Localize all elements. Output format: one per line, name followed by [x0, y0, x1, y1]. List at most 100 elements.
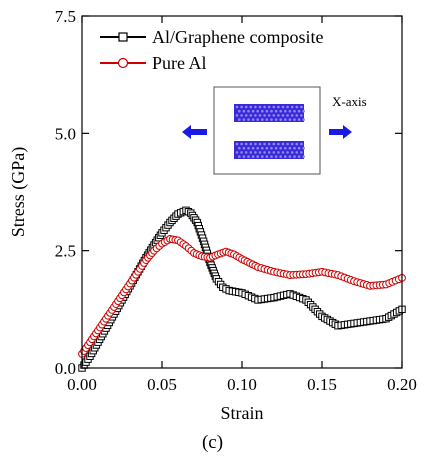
- lattice-dot: [290, 114, 294, 117]
- lattice-dot: [256, 109, 260, 113]
- lattice-dot: [258, 105, 262, 109]
- x-tick-label: 0.20: [387, 375, 417, 394]
- x-tick-label: 0.15: [307, 375, 337, 394]
- figure-caption: (c): [201, 432, 224, 453]
- plot-frame: [81, 15, 403, 369]
- series-layer: [78, 206, 406, 372]
- lattice-dot: [254, 105, 257, 109]
- sheet-pattern: [235, 105, 306, 158]
- lattice-dot: [235, 151, 239, 154]
- legend-marker-composite: [118, 32, 128, 42]
- lattice-dot: [240, 114, 243, 117]
- lattice-dot: [293, 155, 296, 158]
- lattice-dot: [293, 146, 296, 150]
- lattice-dot: [297, 146, 301, 150]
- lattice-dot: [286, 105, 289, 109]
- y-axis-label: Stress (GPa): [8, 147, 29, 238]
- lattice-dot: [281, 105, 285, 109]
- lattice-dot: [295, 114, 299, 117]
- lattice-dot: [240, 142, 243, 146]
- lattice-dot: [238, 146, 241, 150]
- lattice-dot: [286, 142, 289, 146]
- lattice-dot: [261, 118, 264, 121]
- lattice-dot: [251, 109, 255, 113]
- lattice-dot: [235, 105, 239, 109]
- lattice-dot: [274, 109, 278, 113]
- lattice-dot: [284, 109, 287, 113]
- lattice-dot: [265, 109, 269, 113]
- legend-label-composite: Al/Graphene composite: [152, 27, 323, 47]
- y-tick-label: 7.5: [55, 7, 76, 26]
- lattice-dot: [238, 109, 241, 113]
- lattice-dot: [258, 114, 262, 117]
- lattice-dot: [274, 155, 278, 158]
- lattice-dot: [242, 118, 246, 121]
- lattice-dot: [293, 118, 296, 121]
- lattice-dot: [256, 155, 260, 158]
- lattice-dot: [281, 142, 285, 146]
- lattice-dot: [270, 155, 273, 158]
- lattice-dot: [267, 105, 271, 109]
- lattice-dot: [265, 118, 269, 121]
- lattice-dot: [284, 118, 287, 121]
- right-arrow-icon: [329, 125, 352, 139]
- lattice-dot: [247, 155, 250, 158]
- x-tick-label: 0.05: [147, 375, 177, 394]
- lattice-dot: [267, 151, 271, 154]
- lattice-dot: [286, 114, 289, 117]
- graphene-sheet-top: [234, 104, 304, 122]
- lattice-dot: [247, 109, 250, 113]
- graphene-sheet-bottom: [234, 141, 304, 159]
- lattice-dot: [295, 151, 299, 154]
- y-tick-label: 5.0: [55, 124, 76, 143]
- lattice-dot: [286, 151, 289, 154]
- lattice-dot: [281, 114, 285, 117]
- lattice-dot: [261, 155, 264, 158]
- lattice-dot: [302, 118, 306, 121]
- lattice-dot: [235, 142, 239, 146]
- lattice-dot: [251, 118, 255, 121]
- lattice-dot: [279, 118, 283, 121]
- lattice-dot: [270, 146, 273, 150]
- lattice-dot: [254, 142, 257, 146]
- lattice-dot: [279, 155, 283, 158]
- lattice-dot: [274, 118, 278, 121]
- x-axis-label: Strain: [221, 403, 264, 423]
- lattice-dot: [242, 146, 246, 150]
- lattice-dot: [288, 118, 292, 121]
- lattice-dot: [242, 155, 246, 158]
- lattice-dot: [288, 109, 292, 113]
- lattice-dot: [284, 155, 287, 158]
- lattice-dot: [251, 155, 255, 158]
- lattice-dot: [263, 151, 266, 154]
- lattice-dot: [261, 146, 264, 150]
- lattice-dot: [297, 118, 301, 121]
- lattice-dot: [290, 105, 294, 109]
- lattice-dot: [300, 142, 303, 146]
- x-axis-direction-label: X-axis: [332, 94, 367, 109]
- lattice-dot: [251, 146, 255, 150]
- lattice-dot: [249, 151, 253, 154]
- lattice-dot: [284, 146, 287, 150]
- lattice-dot: [288, 146, 292, 150]
- lattice-dot: [247, 146, 250, 150]
- lattice-dot: [244, 105, 248, 109]
- lattice-dot: [267, 114, 271, 117]
- lattice-dot: [263, 105, 266, 109]
- lattice-dot: [302, 109, 306, 113]
- lattice-dot: [293, 109, 296, 113]
- lattice-dot: [249, 105, 253, 109]
- inset: X-axis: [182, 86, 367, 175]
- lattice-dot: [272, 105, 276, 109]
- lattice-dot: [290, 142, 294, 146]
- lattice-dot: [263, 142, 266, 146]
- lattice-dot: [238, 155, 241, 158]
- x-tick-label: 0.00: [67, 375, 97, 394]
- lattice-dot: [256, 118, 260, 121]
- lattice-dot: [295, 105, 299, 109]
- lattice-dot: [256, 146, 260, 150]
- lattice-dot: [265, 155, 269, 158]
- lattice-dot: [249, 114, 253, 117]
- y-tick-label: 2.5: [55, 242, 76, 261]
